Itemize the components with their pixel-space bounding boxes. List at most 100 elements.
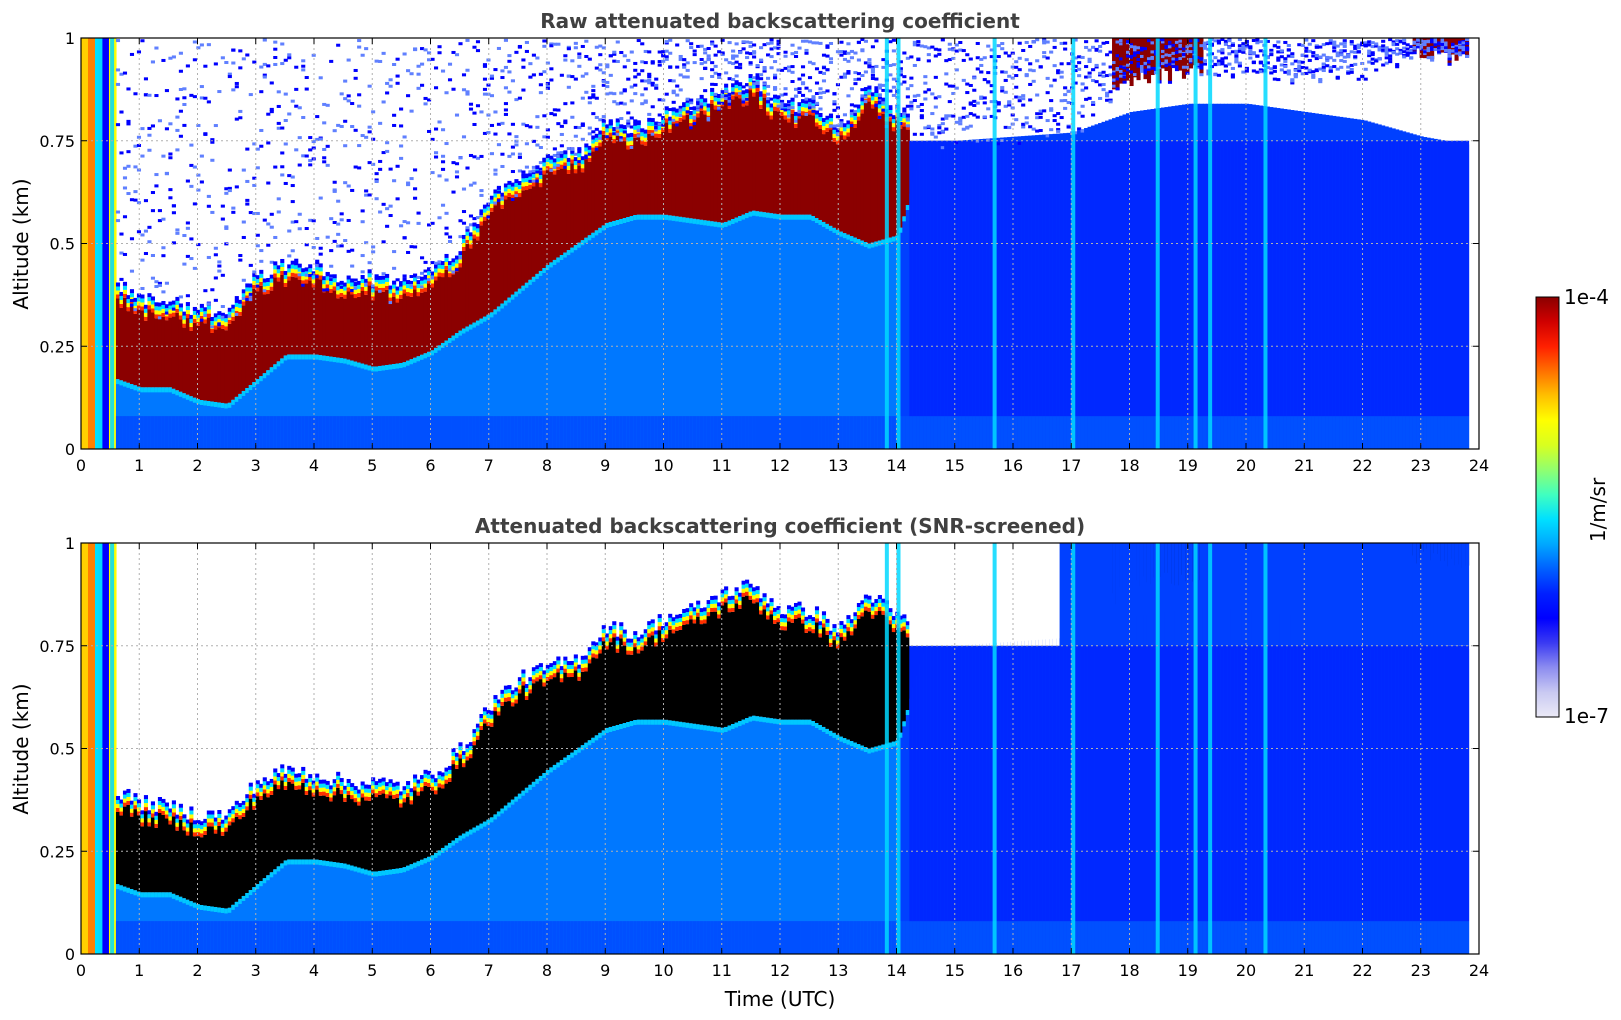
heatmap-cell <box>647 81 652 85</box>
heatmap-cell <box>738 82 743 87</box>
heatmap-cell <box>608 221 613 449</box>
heatmap-cell <box>315 354 320 360</box>
heatmap-cell <box>1311 140 1316 417</box>
heatmap-cell <box>451 266 456 271</box>
heatmap-cell <box>800 93 806 97</box>
heatmap-cell <box>178 815 183 820</box>
heatmap-cell <box>874 241 879 449</box>
heatmap-cell <box>266 141 271 145</box>
heatmap-cell <box>1185 416 1190 449</box>
heatmap-cell <box>168 416 173 449</box>
heatmap-cell <box>898 60 903 64</box>
heatmap-cell <box>224 326 229 331</box>
heatmap-cell <box>343 119 348 123</box>
heatmap-cell <box>472 111 477 115</box>
heatmap-cell <box>786 214 792 449</box>
heatmap-cell <box>322 280 327 285</box>
heatmap-cell <box>87 543 93 954</box>
heatmap-cell <box>189 257 194 261</box>
heatmap-cell <box>1098 416 1103 449</box>
heatmap-cell <box>814 110 820 115</box>
heatmap-cell <box>689 42 694 46</box>
heatmap-cell <box>804 112 809 116</box>
heatmap-cell <box>126 87 131 91</box>
heatmap-cell <box>1356 416 1361 449</box>
heatmap-cell <box>839 131 844 136</box>
heatmap-cell <box>734 54 739 58</box>
heatmap-cell <box>542 166 547 171</box>
heatmap-cell <box>294 354 299 449</box>
heatmap-cell <box>891 119 896 124</box>
heatmap-cell <box>192 921 197 954</box>
heatmap-cell <box>248 211 253 215</box>
heatmap-cell <box>1084 65 1089 69</box>
heatmap-cell <box>1440 41 1445 45</box>
heatmap-cell <box>458 259 463 264</box>
heatmap-cell <box>343 416 348 449</box>
heatmap-cell <box>671 416 676 449</box>
heatmap-cell <box>650 130 655 135</box>
heatmap-cell <box>357 39 362 43</box>
heatmap-cell <box>752 84 757 89</box>
heatmap-cell <box>304 267 309 272</box>
heatmap-cell <box>1381 39 1386 43</box>
heatmap-cell <box>503 108 508 112</box>
heatmap-cell <box>1028 68 1033 72</box>
heatmap-cell <box>664 55 669 59</box>
heatmap-cell <box>1451 416 1456 449</box>
heatmap-cell <box>287 354 292 449</box>
heatmap-cell <box>626 137 631 142</box>
heatmap-cell <box>769 111 774 116</box>
heatmap-cell <box>294 220 299 224</box>
heatmap-cell <box>1353 140 1358 417</box>
heatmap-cell <box>573 157 578 162</box>
heatmap-cell <box>406 416 411 449</box>
heatmap-cell <box>1461 41 1466 45</box>
heatmap-cell <box>206 400 211 406</box>
heatmap-cell <box>220 315 225 319</box>
heatmap-cell <box>647 214 652 220</box>
heatmap-cell <box>1220 140 1225 417</box>
heatmap-cell <box>322 121 327 125</box>
heatmap-cell <box>762 82 767 86</box>
heatmap-cell <box>255 379 260 385</box>
heatmap-cell <box>661 59 666 63</box>
heatmap-cell <box>916 43 921 47</box>
heatmap-cell <box>143 308 149 313</box>
heatmap-cell <box>402 416 407 449</box>
heatmap-cell <box>395 57 400 61</box>
heatmap-cell <box>1143 38 1148 80</box>
heatmap-cell <box>965 114 970 118</box>
heatmap-cell <box>210 158 215 162</box>
heatmap-cell <box>360 363 365 369</box>
heatmap-cell <box>122 416 128 449</box>
heatmap-cell <box>182 323 187 328</box>
heatmap-cell <box>615 132 620 136</box>
heatmap-cell <box>591 130 596 134</box>
heatmap-cell <box>304 354 309 360</box>
heatmap-cell <box>154 827 159 893</box>
heatmap-cell <box>479 225 484 319</box>
heatmap-cell <box>129 269 135 273</box>
heatmap-cell <box>769 103 774 108</box>
heatmap-cell <box>161 290 166 294</box>
heatmap-cell <box>1188 57 1194 61</box>
heatmap-cell <box>731 87 736 92</box>
heatmap-cell <box>168 824 173 893</box>
heatmap-cell <box>762 416 767 449</box>
heatmap-cell <box>1269 67 1274 71</box>
heatmap-cell <box>800 39 806 43</box>
heatmap-cell <box>1321 53 1326 57</box>
heatmap-cell <box>430 171 435 175</box>
heatmap-cell <box>440 273 446 278</box>
heatmap-cell <box>877 83 882 87</box>
heatmap-cell <box>178 311 183 316</box>
heatmap-cell <box>657 137 662 215</box>
heatmap-cell <box>392 288 397 293</box>
heatmap-cell <box>678 109 683 114</box>
heatmap-cell <box>818 116 823 121</box>
heatmap-cell <box>573 416 578 449</box>
heatmap-cell <box>528 176 533 181</box>
heatmap-cell <box>856 104 861 109</box>
heatmap-cell <box>1430 47 1435 51</box>
